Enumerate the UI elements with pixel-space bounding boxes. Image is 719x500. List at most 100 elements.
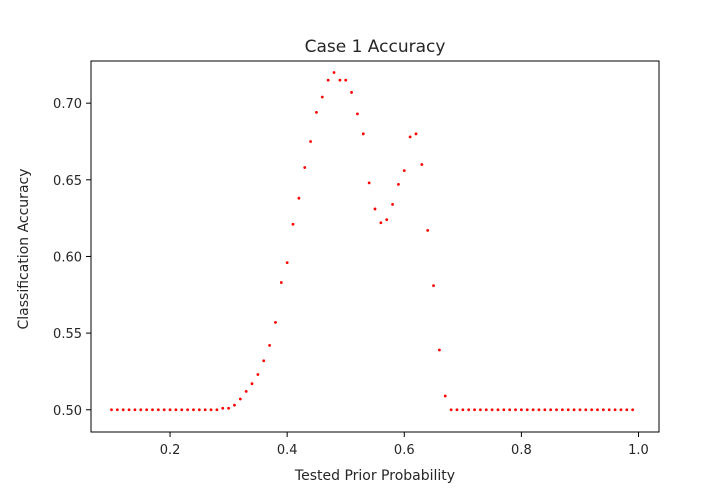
x-tick-label: 0.6 [394,443,415,458]
data-point [127,408,131,412]
data-point [385,218,389,222]
data-point [139,408,143,412]
data-point [449,408,453,412]
data-point [151,408,154,412]
data-point [279,281,283,284]
data-point [566,408,570,412]
data-point [262,359,266,363]
data-point [133,408,137,412]
data-point [408,135,412,139]
y-tick-label: 0.60 [53,250,82,265]
data-point [238,397,242,401]
data-point [297,196,301,200]
y-axis-ticks: 0.50 0.55 0.60 0.65 0.70 [53,97,91,419]
data-point [162,408,166,412]
data-point [156,408,160,412]
data-point [473,408,476,412]
data-point [584,408,588,412]
data-point [479,408,482,412]
x-axis-ticks: 0.2 0.4 0.6 0.8 1.0 [160,432,649,458]
data-point [578,408,582,412]
data-point [197,408,201,412]
data-point [110,408,113,412]
data-point [537,408,541,412]
data-point [402,169,406,173]
data-point [350,91,353,94]
data-point [438,348,441,352]
data-point [356,112,359,116]
data-point [514,408,517,412]
plot-frame [90,60,660,433]
data-point [221,406,225,410]
data-point [115,408,119,412]
data-point [291,222,295,226]
x-axis-label: Tested Prior Probability [294,468,455,484]
data-point [285,261,289,264]
x-tick-label: 1.0 [628,443,649,458]
data-point [525,408,529,412]
data-points [110,71,635,412]
data-point [121,408,125,412]
data-point [631,408,635,412]
data-point [496,408,500,412]
data-point [244,389,248,393]
data-point [233,403,236,407]
data-point [180,408,184,412]
data-point [414,132,418,136]
data-point [344,78,348,82]
y-tick-label: 0.70 [53,97,82,112]
data-point [209,408,213,412]
data-point [519,408,523,412]
data-point [443,394,447,398]
x-tick-label: 0.4 [277,443,298,458]
data-point [174,408,178,412]
data-point [549,408,553,412]
data-point [543,408,547,412]
data-point [250,382,254,386]
data-point [397,183,400,186]
data-point [455,408,459,412]
data-point [192,408,195,412]
data-point [484,408,488,412]
data-point [168,408,172,412]
data-point [391,202,394,206]
data-point [227,406,231,410]
data-point [613,408,617,412]
data-point [490,408,494,412]
data-point [309,140,312,143]
data-point [373,207,377,211]
data-point [508,408,512,412]
data-point [461,408,465,412]
y-tick-label: 0.50 [53,404,82,419]
data-point [320,95,324,99]
data-point [203,408,207,412]
data-point [572,408,576,412]
data-point [596,408,599,412]
x-tick-label: 0.2 [160,443,181,458]
data-point [186,408,190,412]
data-point [338,78,342,82]
data-point [326,78,330,82]
data-point [432,284,435,287]
data-point [215,408,219,412]
data-point [531,408,535,412]
data-point [555,408,558,412]
data-point [625,408,629,412]
data-point [367,181,371,185]
data-point [619,408,623,412]
data-point [590,408,594,412]
data-point [268,343,271,347]
y-axis-label: Classification Accuracy [16,169,32,330]
data-point [379,221,383,225]
x-tick-label: 0.8 [511,443,532,458]
data-point [274,320,277,324]
data-point [145,408,149,412]
data-point [601,408,605,412]
data-point [607,408,611,412]
data-point [361,132,365,136]
data-point [420,163,424,166]
data-point [502,408,506,412]
data-point [256,373,260,376]
data-point [332,71,336,74]
